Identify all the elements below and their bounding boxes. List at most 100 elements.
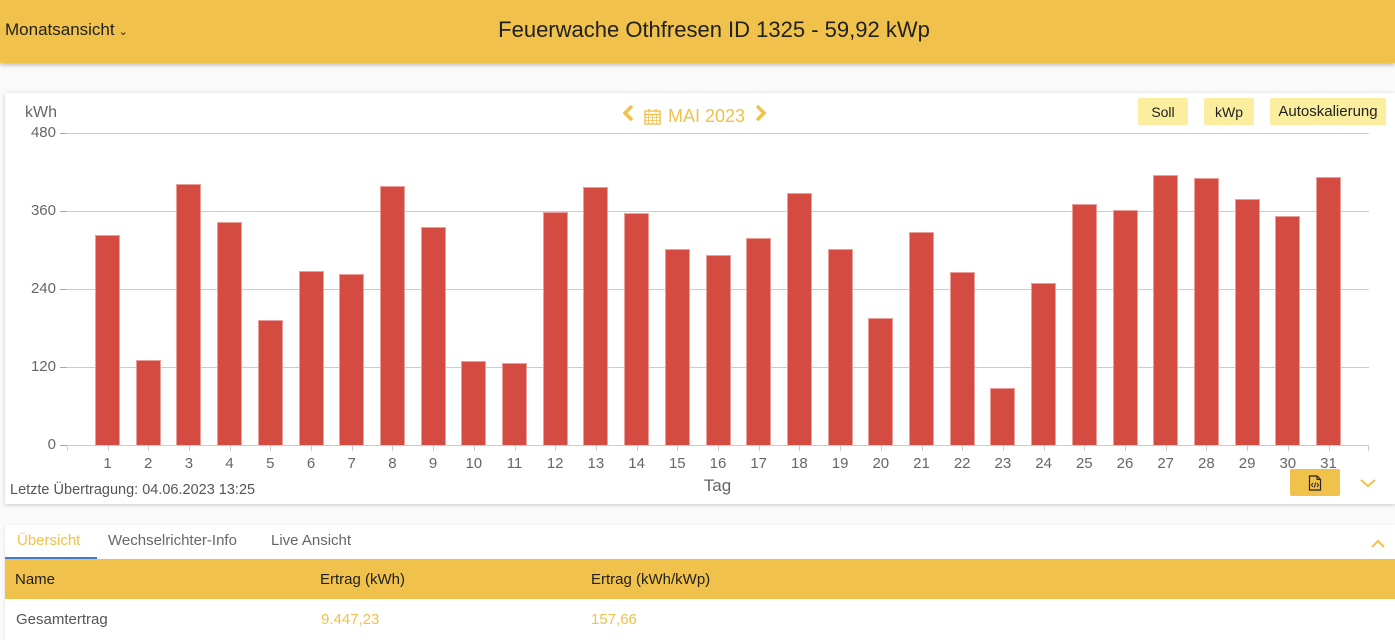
bar-day-26[interactable] xyxy=(1112,209,1138,445)
x-tick-label: 29 xyxy=(1238,455,1256,472)
bar-day-22[interactable] xyxy=(949,272,975,445)
bar-day-15[interactable] xyxy=(664,248,690,445)
x-tick-mark xyxy=(759,445,760,451)
x-tick-mark xyxy=(1084,445,1085,451)
bar-day-20[interactable] xyxy=(868,317,894,445)
bar-day-12[interactable] xyxy=(542,212,568,445)
calendar-icon[interactable] xyxy=(644,108,661,125)
bar-day-7[interactable] xyxy=(339,274,365,445)
x-tick-mark xyxy=(596,445,597,451)
x-tick-mark xyxy=(881,445,882,451)
bar-day-29[interactable] xyxy=(1234,199,1260,445)
x-tick-mark xyxy=(392,445,393,451)
bar-day-19[interactable] xyxy=(827,248,853,445)
x-tick-mark xyxy=(433,445,434,451)
column-header-ertrag-kwh-kwp: Ertrag (kWh/kWp) xyxy=(591,571,711,588)
bar-day-23[interactable] xyxy=(990,387,1016,445)
x-tick-mark xyxy=(230,445,231,451)
x-tick-label: 25 xyxy=(1075,455,1093,472)
export-button[interactable] xyxy=(1290,469,1340,496)
autoscale-toggle-button[interactable]: Autoskalierung xyxy=(1270,98,1386,125)
bar-day-5[interactable] xyxy=(257,319,283,445)
chevron-right-icon[interactable] xyxy=(753,104,769,128)
x-tick-mark xyxy=(1288,445,1289,451)
bar-day-31[interactable] xyxy=(1316,177,1341,445)
row-ertrag-kwh-kwp: 157,66 xyxy=(591,611,637,628)
bar-day-28[interactable] xyxy=(1193,177,1219,445)
tab-live-ansicht[interactable]: Live Ansicht xyxy=(271,532,352,549)
row-ertrag-kwh: 9.447,23 xyxy=(321,611,380,628)
x-tick-label: 21 xyxy=(913,455,930,472)
chevron-down-icon[interactable] xyxy=(1359,476,1377,490)
row-name: Gesamtertrag xyxy=(16,611,108,628)
x-tick-label: 23 xyxy=(994,455,1012,472)
bar-day-24[interactable] xyxy=(1031,282,1057,445)
y-axis-title: kWh xyxy=(25,104,57,121)
top-bar: Monatsansicht ⌄ Feuerwache Othfresen ID … xyxy=(0,0,1395,63)
tab-uebersicht[interactable]: Übersicht xyxy=(17,532,81,549)
bar-day-6[interactable] xyxy=(298,271,324,445)
column-header-name: Name xyxy=(15,571,56,588)
x-tick-label: 20 xyxy=(872,455,890,472)
y-tick-label: 120 xyxy=(30,358,56,375)
bar-day-10[interactable] xyxy=(461,361,487,445)
x-tick-mark xyxy=(677,445,678,451)
x-tick-label: 22 xyxy=(953,455,971,472)
chart-card xyxy=(5,93,1395,504)
bar-day-25[interactable] xyxy=(1071,203,1097,445)
chevron-up-icon[interactable] xyxy=(1370,537,1386,549)
x-tick-label: 28 xyxy=(1198,455,1215,472)
x-tick-mark xyxy=(1206,445,1207,451)
x-axis-title: Tag xyxy=(703,476,732,495)
x-tick-label: 6 xyxy=(306,455,316,472)
x-tick-label: 14 xyxy=(628,455,645,472)
bar-day-14[interactable] xyxy=(624,212,650,445)
tab-wechselrichter-info[interactable]: Wechselrichter-Info xyxy=(108,532,237,549)
x-tick-label: 11 xyxy=(506,455,523,472)
bar-day-9[interactable] xyxy=(420,226,446,445)
bar-day-3[interactable] xyxy=(176,184,202,445)
bar-day-2[interactable] xyxy=(135,359,161,445)
bar-day-13[interactable] xyxy=(583,186,609,445)
soll-toggle-button[interactable]: Soll xyxy=(1138,98,1188,125)
chevron-left-icon[interactable] xyxy=(620,104,636,128)
bar-day-27[interactable] xyxy=(1153,174,1179,445)
x-tick-label: 18 xyxy=(791,455,808,472)
kwp-toggle-button[interactable]: kWp xyxy=(1204,98,1254,125)
x-tick-label: 10 xyxy=(465,455,483,472)
y-tick-mark xyxy=(60,367,67,368)
period-label[interactable]: MAI 2023 xyxy=(668,105,746,126)
bar-day-17[interactable] xyxy=(746,237,772,445)
x-tick-mark xyxy=(189,445,190,451)
chevron-down-icon: ⌄ xyxy=(118,25,128,38)
x-tick-mark xyxy=(67,445,68,451)
bar-day-16[interactable] xyxy=(705,255,731,445)
y-tick-mark xyxy=(60,211,67,212)
x-tick-mark xyxy=(1125,445,1126,451)
x-tick-mark xyxy=(352,445,353,451)
view-mode-label: Monatsansicht xyxy=(5,20,115,39)
gridline xyxy=(67,211,1369,212)
bar-day-1[interactable] xyxy=(95,235,120,445)
x-tick-label: 31 xyxy=(1320,455,1337,472)
x-tick-mark xyxy=(840,445,841,451)
x-tick-mark xyxy=(1044,445,1045,451)
table-header xyxy=(5,559,1395,599)
x-tick-label: 24 xyxy=(1035,455,1052,472)
bar-day-11[interactable] xyxy=(502,363,527,445)
active-tab-indicator xyxy=(5,557,97,559)
view-mode-dropdown[interactable]: Monatsansicht ⌄ xyxy=(5,20,128,40)
bar-day-21[interactable] xyxy=(909,231,934,445)
x-tick-label: 1 xyxy=(103,455,112,472)
x-tick-label: 13 xyxy=(587,455,605,472)
bar-day-18[interactable] xyxy=(786,193,812,445)
x-tick-label: 15 xyxy=(668,455,686,472)
bar-day-4[interactable] xyxy=(217,222,243,445)
x-tick-label: 4 xyxy=(225,455,234,472)
file-code-icon xyxy=(1308,474,1322,491)
x-tick-label: 5 xyxy=(266,455,275,472)
x-tick-mark xyxy=(799,445,800,451)
bar-day-8[interactable] xyxy=(379,186,405,445)
x-tick-mark xyxy=(474,445,475,451)
bar-day-30[interactable] xyxy=(1275,215,1301,445)
